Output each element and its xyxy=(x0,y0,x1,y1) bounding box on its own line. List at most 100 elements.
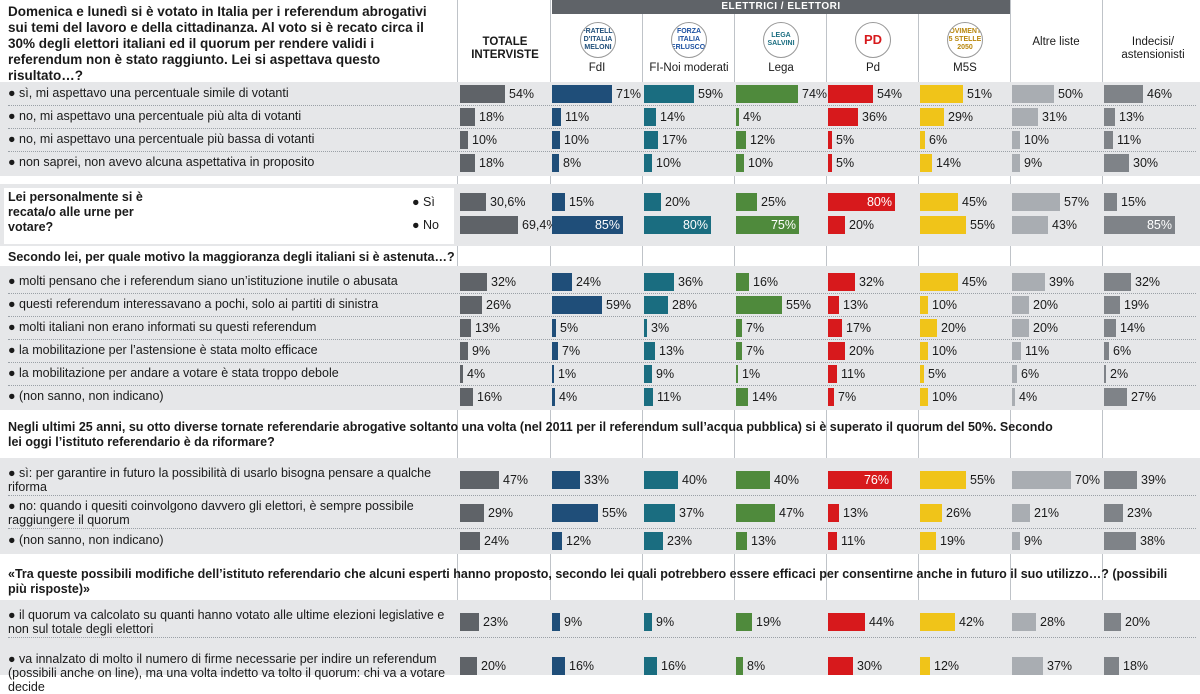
bar-pd xyxy=(828,613,865,631)
bar-pd xyxy=(828,273,855,291)
bar-pd xyxy=(828,216,845,234)
value-label-pd: 5% xyxy=(836,133,855,147)
value-label-lega: 10% xyxy=(748,156,774,170)
value-label-indecisi: 20% xyxy=(1125,615,1151,629)
value-label-altre: 4% xyxy=(1019,390,1038,404)
bar-indecisi xyxy=(1104,657,1119,675)
bar-lega xyxy=(736,504,775,522)
bar-pd xyxy=(828,131,832,149)
bar-fi xyxy=(644,273,674,291)
value-label-fi: 14% xyxy=(660,110,686,124)
bar-totale xyxy=(460,657,477,675)
value-label-pd: 13% xyxy=(843,506,869,520)
bar-fi xyxy=(644,296,668,314)
bar-fdi xyxy=(552,342,558,360)
party-band-title: ELETTRICI / ELETTORI xyxy=(552,0,1010,14)
bar-fdi xyxy=(552,216,623,234)
bar-fi xyxy=(644,319,647,337)
bar-altre xyxy=(1012,388,1015,406)
value-label-altre: 37% xyxy=(1047,659,1073,673)
value-label-totale: 30,6% xyxy=(490,195,526,209)
bar-fdi xyxy=(552,471,580,489)
value-label-fdi: 5% xyxy=(560,321,579,335)
row-separator xyxy=(8,528,1196,529)
value-label-fdi: 10% xyxy=(564,133,590,147)
value-label-totale: 13% xyxy=(475,321,501,335)
value-label-pd: 20% xyxy=(849,218,875,232)
bar-m5s xyxy=(920,154,932,172)
value-label-pd: 11% xyxy=(841,534,866,548)
value-label-totale: 29% xyxy=(488,506,514,520)
value-label-indecisi: 85% xyxy=(1146,218,1172,232)
bar-m5s xyxy=(920,613,955,631)
bar-altre xyxy=(1012,365,1017,383)
value-label-altre: 9% xyxy=(1024,156,1043,170)
bar-m5s xyxy=(920,319,937,337)
bar-lega xyxy=(736,532,747,550)
bar-altre xyxy=(1012,273,1045,291)
value-label-m5s: 19% xyxy=(940,534,966,548)
value-label-totale: 20% xyxy=(481,659,507,673)
col-altre: Altre liste xyxy=(1032,36,1080,48)
bar-pd xyxy=(828,532,837,550)
option-si-label: ● Sì xyxy=(412,195,435,209)
bar-pd xyxy=(828,388,834,406)
row-label: ● no, mi aspettavo una percentuale più a… xyxy=(8,109,302,123)
value-label-m5s: 45% xyxy=(962,275,988,289)
bar-fdi xyxy=(552,319,556,337)
bar-m5s xyxy=(920,108,944,126)
value-label-fi: 17% xyxy=(662,133,688,147)
value-label-pd: 11% xyxy=(841,367,866,381)
bar-totale xyxy=(460,532,480,550)
value-label-fdi: 33% xyxy=(584,473,610,487)
row-label: ● non saprei, non avevo alcuna aspettati… xyxy=(8,155,315,169)
q-abstention: Secondo lei, per quale motivo la maggior… xyxy=(8,250,455,264)
bar-totale xyxy=(460,613,479,631)
value-label-fdi: 24% xyxy=(576,275,602,289)
bar-totale xyxy=(460,319,471,337)
bar-fdi xyxy=(552,296,602,314)
bar-totale xyxy=(460,154,475,172)
value-label-altre: 10% xyxy=(1024,133,1050,147)
value-label-pd: 13% xyxy=(843,298,869,312)
bar-altre xyxy=(1012,504,1030,522)
section-bg xyxy=(0,458,1200,554)
bar-fdi xyxy=(552,532,562,550)
value-label-altre: 11% xyxy=(1025,344,1050,358)
value-label-totale: 18% xyxy=(479,156,505,170)
bar-fdi xyxy=(552,657,565,675)
bar-totale xyxy=(460,504,484,522)
value-label-lega: 12% xyxy=(750,133,776,147)
bar-altre xyxy=(1012,216,1048,234)
row-separator xyxy=(8,362,1196,363)
value-label-pd: 80% xyxy=(866,195,892,209)
bar-indecisi xyxy=(1104,388,1127,406)
value-label-totale: 24% xyxy=(484,534,510,548)
value-label-m5s: 14% xyxy=(936,156,962,170)
value-label-fi: 37% xyxy=(679,506,705,520)
value-label-m5s: 26% xyxy=(946,506,972,520)
value-label-fdi: 12% xyxy=(566,534,592,548)
bar-m5s xyxy=(920,504,942,522)
bar-lega xyxy=(736,657,743,675)
row-separator xyxy=(8,637,1196,638)
bar-totale xyxy=(460,388,473,406)
value-label-fdi: 55% xyxy=(602,506,628,520)
bar-indecisi xyxy=(1104,154,1129,172)
value-label-fi: 80% xyxy=(682,218,708,232)
bar-altre xyxy=(1012,319,1029,337)
bar-indecisi xyxy=(1104,504,1123,522)
value-label-altre: 43% xyxy=(1052,218,1078,232)
bar-fi xyxy=(644,85,694,103)
value-label-m5s: 45% xyxy=(962,195,988,209)
bar-indecisi xyxy=(1104,108,1115,126)
bar-altre xyxy=(1012,532,1020,550)
value-label-lega: 1% xyxy=(742,367,761,381)
value-label-indecisi: 19% xyxy=(1124,298,1150,312)
section-bg xyxy=(0,266,1200,410)
value-label-indecisi: 15% xyxy=(1121,195,1147,209)
value-label-altre: 6% xyxy=(1021,367,1040,381)
value-label-fdi: 8% xyxy=(563,156,582,170)
value-label-fdi: 4% xyxy=(559,390,578,404)
